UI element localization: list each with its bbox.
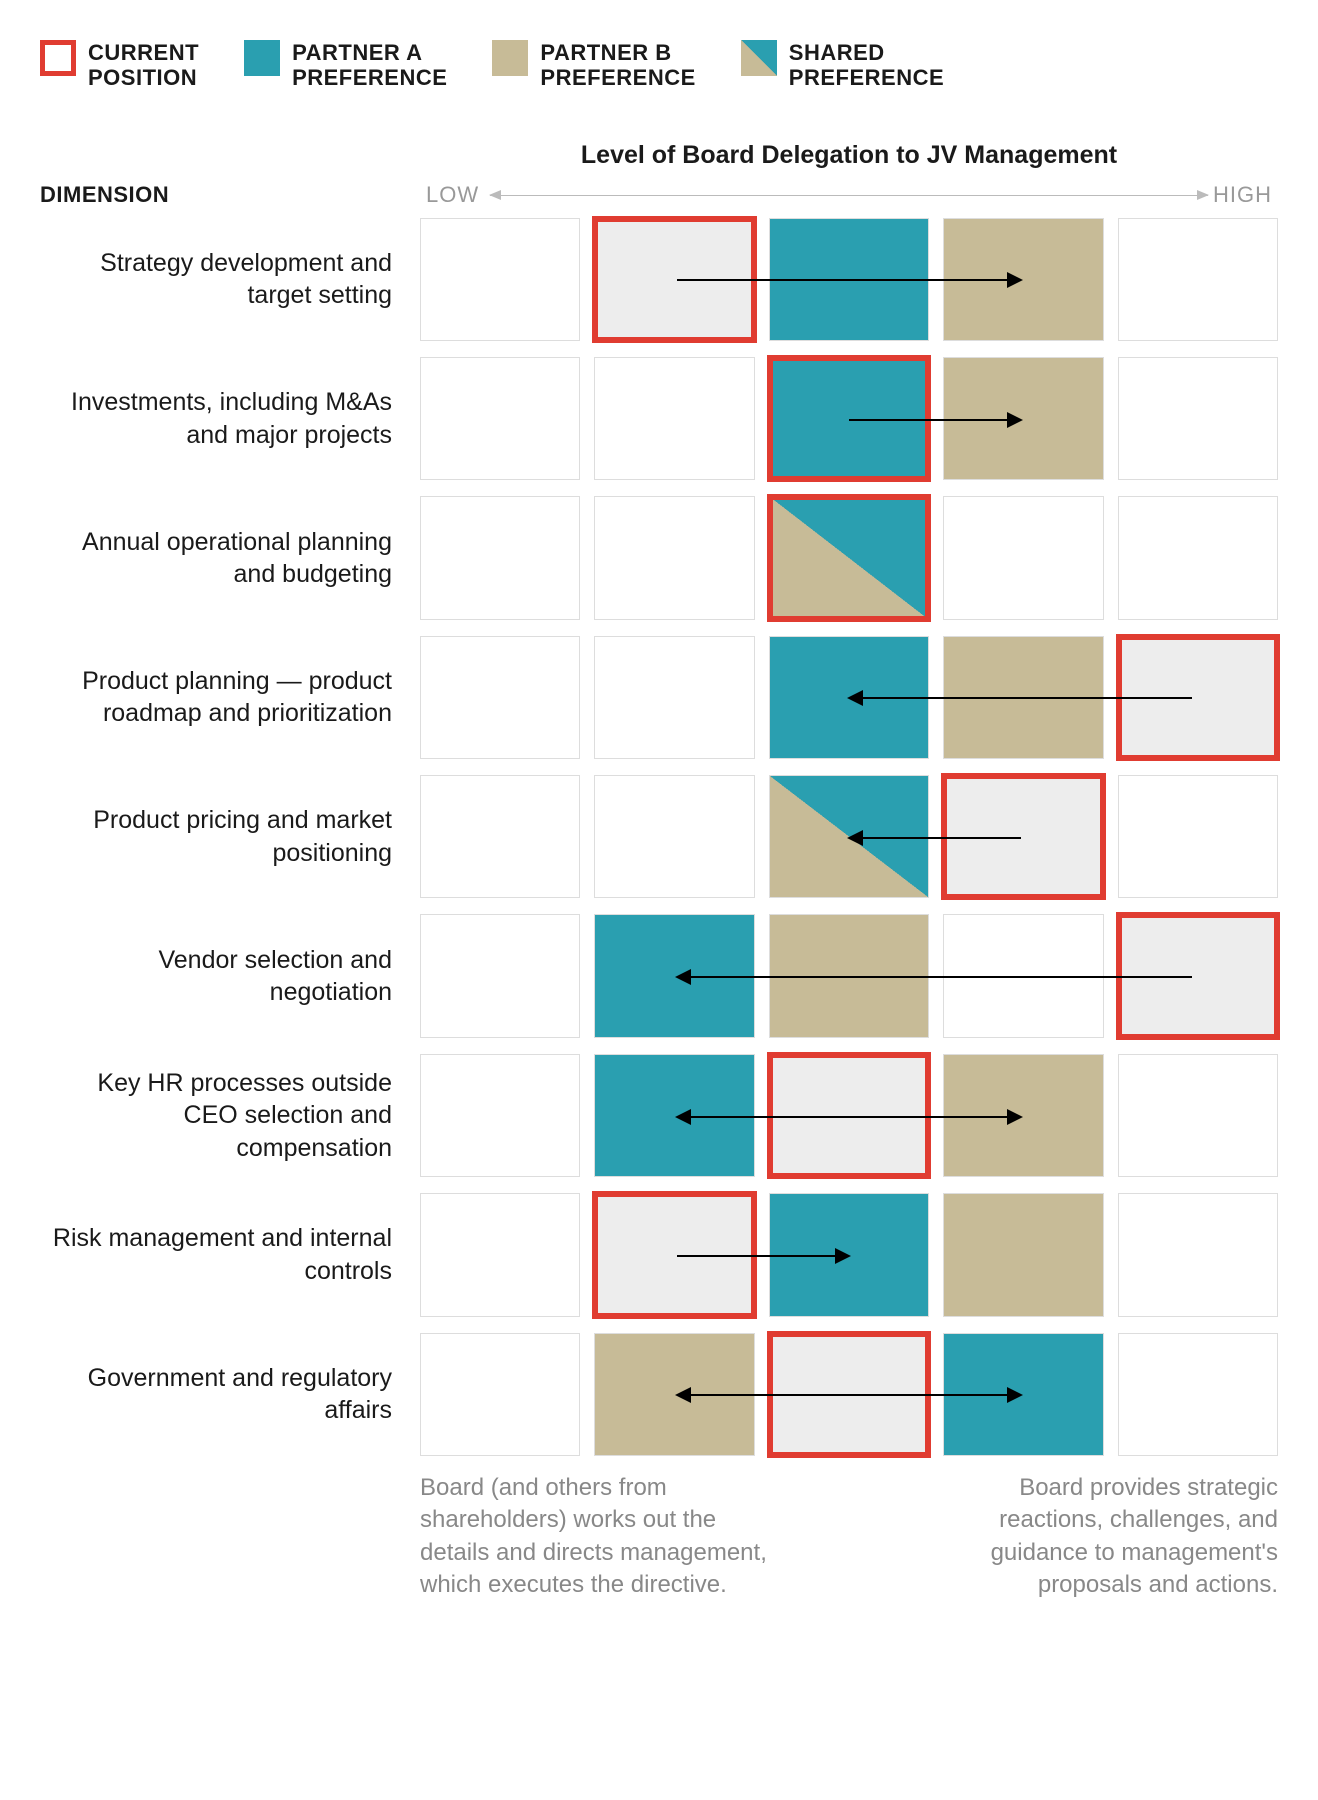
row-cells xyxy=(420,1054,1278,1177)
row-label: Risk management and internal controls xyxy=(40,1193,420,1316)
footer-left: Board (and others from shareholders) wor… xyxy=(420,1472,780,1602)
legend: CURRENTPOSITION PARTNER APREFERENCE PARTNE… xyxy=(40,40,1278,91)
cell xyxy=(420,218,580,341)
cell xyxy=(594,636,754,759)
cell xyxy=(594,496,754,619)
grid-row: Annual operational planning and budgetin… xyxy=(40,496,1278,619)
axis-title: Level of Board Delegation to JV Manageme… xyxy=(420,141,1278,170)
row-label: Annual operational planning and budgetin… xyxy=(40,496,420,619)
legend-label: PARTNER BPREFERENCE xyxy=(540,40,695,91)
row-label: Key HR processes outside CEO selection a… xyxy=(40,1054,420,1177)
partner_b-swatch xyxy=(492,40,528,76)
footer-row: Board (and others from shareholders) wor… xyxy=(40,1472,1278,1602)
cell xyxy=(594,357,754,480)
legend-item-current: CURRENTPOSITION xyxy=(40,40,199,91)
partner_a-swatch xyxy=(244,40,280,76)
grid-row: Key HR processes outside CEO selection a… xyxy=(40,1054,1278,1177)
legend-label: SHAREDPREFERENCE xyxy=(789,40,944,91)
cell xyxy=(943,496,1103,619)
cell xyxy=(420,1054,580,1177)
cell xyxy=(769,496,929,619)
cell xyxy=(594,775,754,898)
current-swatch xyxy=(40,40,76,76)
row-cells xyxy=(420,218,1278,341)
preference-arrow xyxy=(849,837,1021,839)
cell xyxy=(1118,1193,1278,1316)
shared-swatch xyxy=(741,40,777,76)
preference-arrow xyxy=(849,1116,1021,1118)
row-label: Strategy development and target setting xyxy=(40,218,420,341)
legend-item-partner_a: PARTNER APREFERENCE xyxy=(244,40,447,91)
cell xyxy=(420,636,580,759)
row-cells xyxy=(420,775,1278,898)
preference-arrow xyxy=(677,1394,849,1396)
cell xyxy=(420,496,580,619)
axis-double-arrow xyxy=(490,195,1208,196)
axis-high: HIGH xyxy=(1213,182,1272,208)
legend-item-partner_b: PARTNER BPREFERENCE xyxy=(492,40,695,91)
cell xyxy=(420,1193,580,1316)
preference-arrow xyxy=(849,697,1192,699)
axis-labels: LOW HIGH xyxy=(420,182,1278,208)
grid-row: Product planning — product roadmap and p… xyxy=(40,636,1278,759)
dimension-header: DIMENSION xyxy=(40,182,420,208)
footer-right: Board provides strategic reactions, chal… xyxy=(918,1472,1278,1602)
grid-row: Strategy development and target setting xyxy=(40,218,1278,341)
grid-row: Government and regulatory affairs xyxy=(40,1333,1278,1456)
cell xyxy=(1118,1054,1278,1177)
preference-arrow xyxy=(849,1394,1021,1396)
row-cells xyxy=(420,1333,1278,1456)
cell xyxy=(1118,496,1278,619)
preference-arrow xyxy=(677,1116,849,1118)
preference-arrow xyxy=(677,976,1192,978)
cell xyxy=(420,1333,580,1456)
row-label: Product planning — product roadmap and p… xyxy=(40,636,420,759)
row-cells xyxy=(420,496,1278,619)
legend-label: CURRENTPOSITION xyxy=(88,40,199,91)
grid-row: Vendor selection and negotiation xyxy=(40,914,1278,1037)
row-cells xyxy=(420,357,1278,480)
cell xyxy=(943,1193,1103,1316)
cell xyxy=(1118,1333,1278,1456)
grid-row: Investments, including M&As and major pr… xyxy=(40,357,1278,480)
grid-row: Risk management and internal controls xyxy=(40,1193,1278,1316)
header-row: DIMENSION LOW HIGH xyxy=(40,182,1278,208)
row-label: Investments, including M&As and major pr… xyxy=(40,357,420,480)
delegation-grid: Strategy development and target setting I… xyxy=(40,218,1278,1456)
cell xyxy=(420,914,580,1037)
row-cells xyxy=(420,636,1278,759)
row-label: Government and regulatory affairs xyxy=(40,1333,420,1456)
axis-low: LOW xyxy=(426,182,479,208)
cell xyxy=(1118,218,1278,341)
cell xyxy=(1118,357,1278,480)
preference-arrow xyxy=(849,419,1021,421)
cell xyxy=(420,775,580,898)
row-cells xyxy=(420,1193,1278,1316)
preference-arrow xyxy=(677,1255,849,1257)
legend-item-shared: SHAREDPREFERENCE xyxy=(741,40,944,91)
grid-row: Product pricing and market positioning xyxy=(40,775,1278,898)
legend-label: PARTNER APREFERENCE xyxy=(292,40,447,91)
row-label: Product pricing and market positioning xyxy=(40,775,420,898)
row-label: Vendor selection and negotiation xyxy=(40,914,420,1037)
cell xyxy=(1118,775,1278,898)
row-cells xyxy=(420,914,1278,1037)
cell xyxy=(420,357,580,480)
preference-arrow xyxy=(677,279,1020,281)
